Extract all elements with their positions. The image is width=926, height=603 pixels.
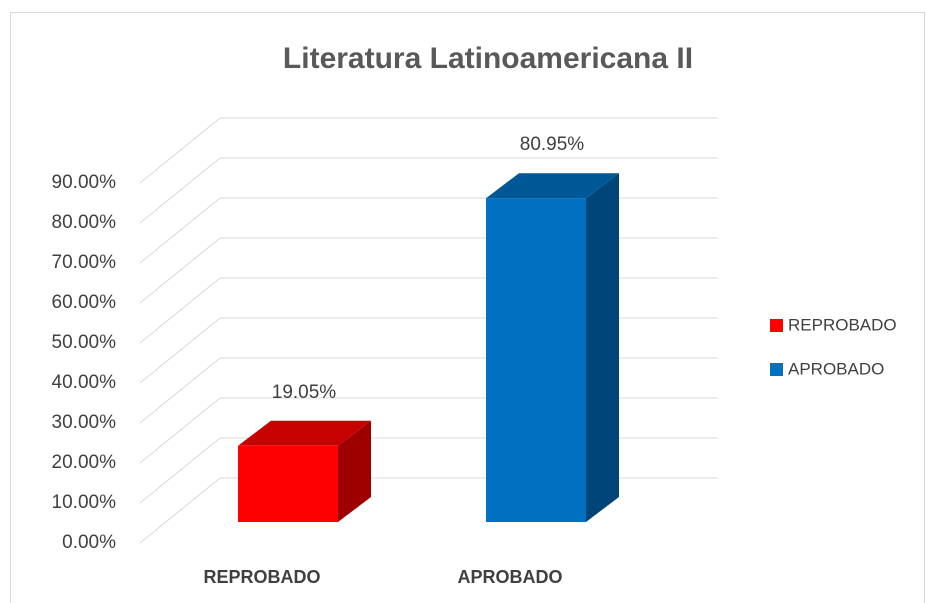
x-tick-label: APROBADO <box>457 567 562 587</box>
grid-line <box>139 117 718 184</box>
y-tick-label: 30.00% <box>52 412 117 433</box>
y-tick-label: 10.00% <box>52 492 117 513</box>
y-tick-label: 50.00% <box>52 332 117 353</box>
y-tick-label: 0.00% <box>62 532 116 553</box>
y-tick-label: 40.00% <box>52 372 117 393</box>
legend-swatch <box>770 363 783 376</box>
legend-swatch <box>770 319 783 332</box>
y-tick-label: 20.00% <box>52 452 117 473</box>
y-tick-label: 70.00% <box>52 252 117 273</box>
chart-title: Literatura Latinoamericana II <box>283 42 693 75</box>
bar-top <box>238 420 371 446</box>
chart-border <box>10 12 925 603</box>
y-tick-label: 90.00% <box>52 172 117 193</box>
data-label: 19.05% <box>272 382 337 403</box>
data-label: 80.95% <box>520 134 585 155</box>
x-tick-label: REPROBADO <box>203 567 320 587</box>
bar-side <box>338 420 371 522</box>
legend-label: APROBADO <box>788 359 884 378</box>
y-tick-label: 60.00% <box>52 292 117 313</box>
bar-side <box>586 173 619 522</box>
bar-top <box>486 173 619 199</box>
grid-line <box>139 157 718 224</box>
bar <box>486 198 586 522</box>
bar <box>238 445 338 522</box>
y-tick-label: 80.00% <box>52 212 117 233</box>
legend-label: REPROBADO <box>788 315 897 334</box>
